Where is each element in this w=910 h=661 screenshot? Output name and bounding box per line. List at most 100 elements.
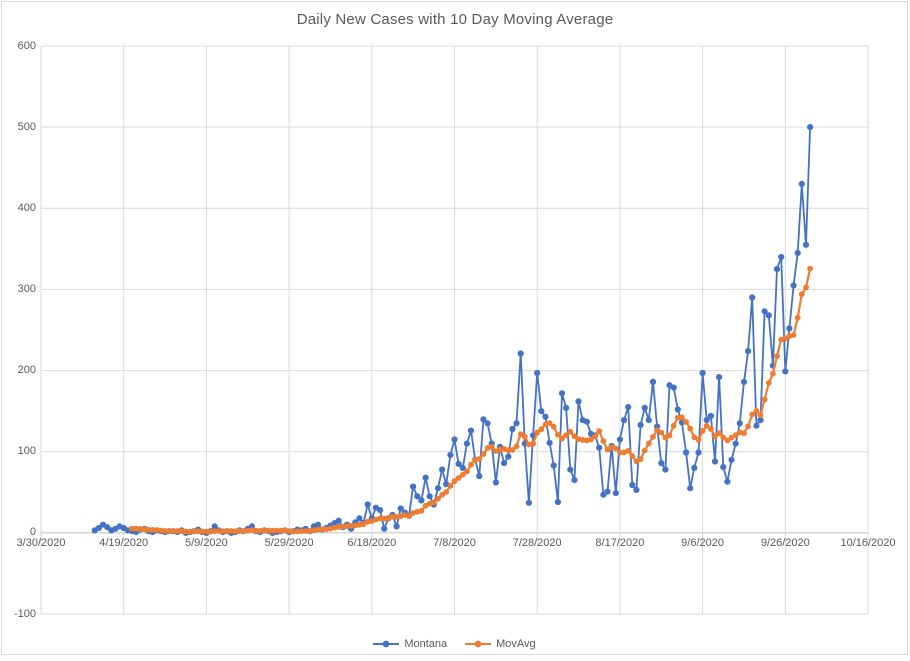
movavg-series-marker xyxy=(794,314,801,321)
movavg-series-marker xyxy=(149,527,156,533)
movavg-series-marker xyxy=(269,527,276,534)
y-axis-label: 600 xyxy=(17,39,36,52)
montana-series-marker xyxy=(501,460,508,467)
movavg-series-marker xyxy=(625,448,632,454)
movavg-series-marker xyxy=(162,528,169,534)
montana-series-marker xyxy=(480,416,487,423)
montana-series-marker xyxy=(720,464,727,471)
montana-series-marker xyxy=(567,466,574,473)
movavg-series-marker xyxy=(447,483,454,489)
movavg-series-marker xyxy=(158,527,164,534)
movavg-series-marker xyxy=(253,527,259,534)
movavg-series-marker xyxy=(645,440,652,447)
movavg-series-marker xyxy=(521,433,528,440)
movavg-series-marker xyxy=(435,495,441,502)
movavg-series-marker xyxy=(430,499,437,506)
movavg-series-marker xyxy=(596,428,603,434)
montana-series-marker xyxy=(596,444,603,451)
chart-title: Daily New Cases with 10 Day Moving Avera… xyxy=(296,11,614,28)
montana-series-marker xyxy=(612,490,619,497)
montana-series-marker xyxy=(786,325,793,332)
montana-series-marker xyxy=(426,493,433,500)
movavg-series-marker xyxy=(571,433,578,440)
legend-item-movavg[interactable]: MovAvg xyxy=(465,638,536,650)
x-axis-label: 7/28/2020 xyxy=(512,537,562,549)
movavg-series-marker xyxy=(377,515,383,522)
montana-series-marker xyxy=(476,473,483,480)
movavg-series-marker xyxy=(567,428,574,435)
movavg-series-marker xyxy=(129,525,135,532)
y-axis-label: 500 xyxy=(17,120,36,133)
montana-series-marker xyxy=(711,458,719,465)
movavg-series-marker xyxy=(550,423,557,430)
movavg-series-marker xyxy=(708,426,714,432)
x-axis-label: 6/18/2020 xyxy=(347,537,397,549)
montana-series-marker xyxy=(728,456,735,463)
montana-series-marker xyxy=(798,180,805,187)
movavg-legend-marker xyxy=(465,640,492,648)
movavg-series-marker xyxy=(600,438,607,445)
montana-series-marker xyxy=(484,420,491,427)
y-axis-label: 100 xyxy=(17,445,36,458)
montana-series-marker xyxy=(625,404,632,411)
movavg-series-marker xyxy=(538,426,545,433)
movavg-series-marker xyxy=(505,447,512,454)
legend-item-montana[interactable]: Montana xyxy=(373,638,447,650)
movavg-series-marker xyxy=(546,420,553,427)
montana-series-marker xyxy=(414,493,421,500)
movavg-series-marker xyxy=(712,433,718,440)
movavg-series-marker xyxy=(641,447,648,454)
montana-series-marker xyxy=(492,479,499,486)
montana-series[interactable] xyxy=(91,124,814,537)
movavg-series[interactable] xyxy=(129,265,813,535)
montana-series-marker xyxy=(707,412,715,420)
movavg-series-marker xyxy=(228,528,235,534)
movavg-series-marker xyxy=(302,528,309,534)
montana-series-marker xyxy=(633,486,640,493)
movavg-series-marker xyxy=(203,528,210,535)
montana-series-marker xyxy=(794,249,801,256)
montana-series-marker xyxy=(364,501,371,508)
montana-series-marker xyxy=(629,481,636,489)
movavg-series-marker xyxy=(670,422,677,429)
movavg-series-marker xyxy=(319,526,326,533)
movavg-series-marker xyxy=(683,419,689,425)
movavg-series-marker xyxy=(468,461,474,468)
montana-series-marker xyxy=(583,418,590,425)
montana-series-marker xyxy=(467,427,475,434)
movavg-series-marker xyxy=(803,284,809,291)
montana-series-marker xyxy=(525,499,533,506)
movavg-series-marker xyxy=(559,435,565,442)
movavg-series-marker xyxy=(348,523,354,529)
montana-series-marker xyxy=(575,398,582,405)
movavg-series-marker xyxy=(724,437,731,444)
movavg-series-marker xyxy=(273,527,280,534)
montana-series-marker xyxy=(410,483,417,490)
movavg-series-marker xyxy=(753,408,760,414)
montana-series-marker xyxy=(782,368,789,375)
movavg-series-marker xyxy=(637,456,644,463)
movavg-series-marker xyxy=(261,527,268,534)
x-axis-label: 5/29/2020 xyxy=(264,537,314,549)
movavg-series-marker xyxy=(732,432,739,439)
movavg-series-marker xyxy=(761,396,768,403)
montana-series-marker xyxy=(434,485,442,492)
movavg-series-marker xyxy=(612,445,619,452)
movavg-series-marker xyxy=(360,521,367,528)
movavg-series-marker xyxy=(191,528,197,535)
montana-series-marker xyxy=(736,420,743,427)
montana-series-marker xyxy=(732,440,739,447)
movavg-series-marker xyxy=(720,434,727,441)
montana-series-marker xyxy=(509,425,516,433)
montana-series-marker xyxy=(637,421,644,428)
movavg-series-marker xyxy=(133,525,140,532)
movavg-series-marker xyxy=(174,528,181,534)
movavg-series-marker xyxy=(182,528,189,535)
movavg-series-marker xyxy=(679,414,685,421)
montana-series-marker xyxy=(451,436,458,443)
movavg-series-line xyxy=(131,268,812,533)
movavg-series-marker xyxy=(443,489,450,495)
movavg-series-marker xyxy=(480,451,487,457)
montana-series-marker xyxy=(641,404,648,411)
montana-series-marker xyxy=(674,406,681,413)
